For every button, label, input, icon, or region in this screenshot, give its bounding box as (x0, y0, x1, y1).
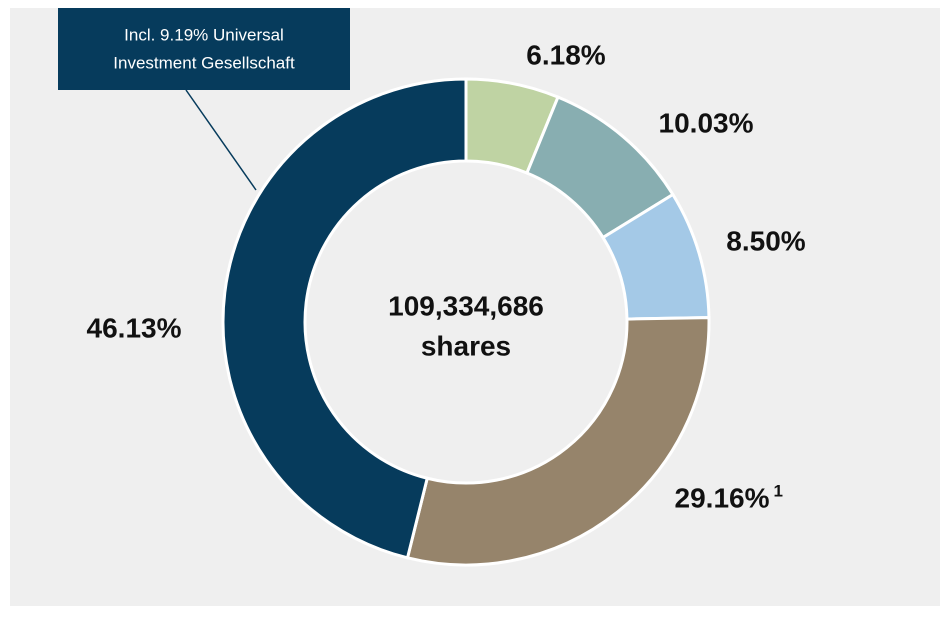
annotation-text: Investment Gesellschaft (113, 53, 295, 72)
footnote-mark: 1 (773, 481, 782, 500)
center-text: shares (421, 330, 511, 361)
center-text: 109,334,686 (388, 290, 544, 321)
annotation-leader (185, 89, 257, 191)
value-label: 10.03% (659, 107, 754, 138)
donut-slice (221, 77, 468, 560)
annotation-text: Incl. 9.19% Universal (124, 25, 284, 44)
value-label: 8.50% (726, 225, 805, 256)
value-label: 46.13% (87, 312, 182, 343)
donut-slice (405, 316, 711, 567)
annotation-box (58, 8, 350, 90)
value-label: 29.16% (675, 482, 770, 513)
donut (221, 77, 711, 567)
value-label: 6.18% (526, 39, 605, 70)
